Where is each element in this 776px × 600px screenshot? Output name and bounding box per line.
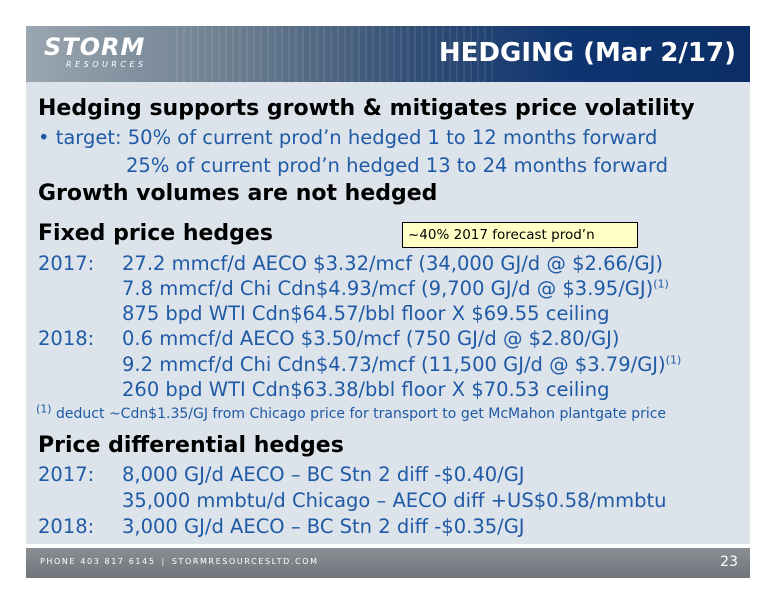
slide-footer: PHONE 403 817 6145 | STORMRESOURCESLTD.COM… — [26, 548, 750, 578]
footer-contact: PHONE 403 817 6145 | STORMRESOURCESLTD.COM — [40, 557, 319, 566]
fixed-2018-line-2: 9.2 mmcf/d Chi Cdn$4.73/mcf (11,500 GJ/d… — [122, 355, 681, 375]
fixed-2017-line-2: 7.8 mmcf/d Chi Cdn$4.93/mcf (9,700 GJ/d … — [122, 279, 669, 299]
diff-2017-year: 2017: — [38, 463, 95, 486]
fixed-price-heading: Fixed price hedges — [38, 221, 273, 246]
footer-website-link[interactable]: STORMRESOURCESLTD.COM — [171, 557, 319, 566]
slide-header: STORM RESOURCES HEDGING (Mar 2/17) — [26, 26, 750, 82]
header-stripes — [176, 26, 496, 82]
footer-phone: PHONE 403 817 6145 — [40, 557, 156, 566]
growth-heading: Growth volumes are not hedged — [38, 181, 438, 206]
page-number: 23 — [720, 554, 738, 570]
logo-wordmark: STORM — [44, 33, 146, 61]
slide-body: Hedging supports growth & mitigates pric… — [26, 82, 750, 544]
fixed-2018-line-2-text: 9.2 mmcf/d Chi Cdn$4.73/mcf (11,500 GJ/d… — [122, 353, 666, 376]
slide-title: HEDGING (Mar 2/17) — [438, 38, 736, 68]
footnote-ref: (1) — [653, 277, 669, 291]
diff-2018-year: 2018: — [38, 515, 95, 538]
fixed-2018-year: 2018: — [38, 327, 95, 350]
fixed-2017-line-1: 27.2 mmcf/d AECO $3.32/mcf (34,000 GJ/d … — [122, 252, 663, 275]
fixed-2017-line-2-text: 7.8 mmcf/d Chi Cdn$4.93/mcf (9,700 GJ/d … — [122, 277, 654, 300]
target-line-1: • target: 50% of current prod’n hedged 1… — [38, 126, 658, 149]
diff-2017-line-2: 35,000 mmbtu/d Chicago – AECO diff +US$0… — [122, 489, 667, 512]
footnote: (1) deduct ~Cdn$1.35/GJ from Chicago pri… — [36, 403, 667, 422]
diff-2017-line-1: 8,000 GJ/d AECO – BC Stn 2 diff -$0.40/G… — [122, 463, 525, 486]
fixed-2017-year: 2017: — [38, 252, 95, 275]
footnote-ref: (1) — [665, 353, 682, 367]
forecast-callout: ~40% 2017 forecast prod’n — [402, 222, 638, 248]
price-differential-heading: Price differential hedges — [38, 433, 344, 458]
intro-heading: Hedging supports growth & mitigates pric… — [38, 96, 695, 121]
footnote-text: deduct ~Cdn$1.35/GJ from Chicago price f… — [56, 406, 667, 422]
fixed-2017-line-3: 875 bpd WTI Cdn$64.57/bbl floor X $69.55… — [122, 302, 610, 325]
footer-separator: | — [161, 557, 166, 566]
fixed-2018-line-3: 260 bpd WTI Cdn$63.38/bbl floor X $70.53… — [122, 378, 610, 401]
logo-subtext: RESOURCES — [66, 60, 147, 69]
storm-logo: STORM RESOURCES — [44, 35, 147, 69]
fixed-2018-line-1: 0.6 mmcf/d AECO $3.50/mcf (750 GJ/d @ $2… — [122, 327, 620, 350]
target-line-2: 25% of current prod’n hedged 13 to 24 mo… — [126, 154, 669, 177]
diff-2018-line-1: 3,000 GJ/d AECO – BC Stn 2 diff -$0.35/G… — [122, 515, 525, 538]
footnote-mark: (1) — [36, 402, 52, 416]
